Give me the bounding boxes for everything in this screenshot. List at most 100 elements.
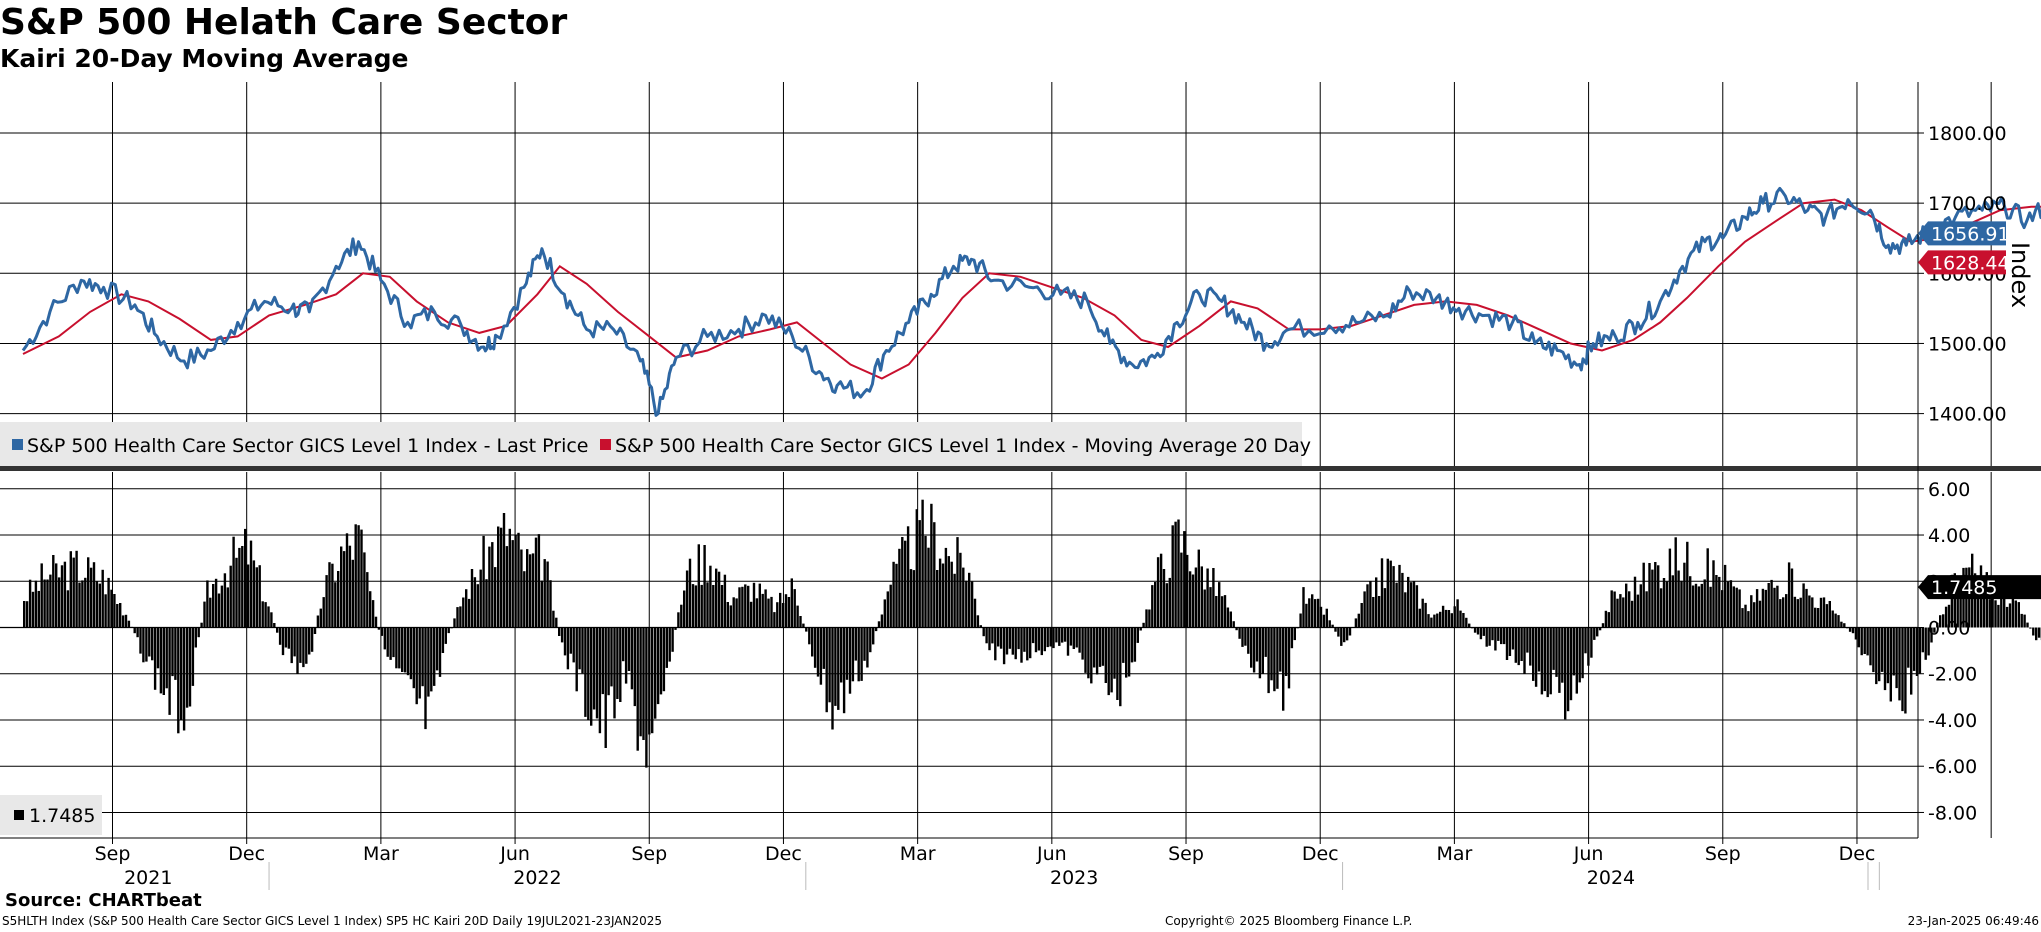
kairi-bar xyxy=(1598,627,1602,631)
kairi-bar xyxy=(1674,537,1677,628)
x-tick-label-month: Dec xyxy=(1302,843,1339,865)
kairi-bar xyxy=(938,558,942,628)
kairi-bar xyxy=(389,627,392,660)
kairi-bar xyxy=(1444,609,1448,628)
kairi-bar xyxy=(322,597,325,628)
x-tick-label-month: Dec xyxy=(765,843,802,865)
kairi-bar xyxy=(781,603,785,628)
y-tick-label-bottom: -8.00 xyxy=(1928,802,1977,824)
kairi-bar xyxy=(1049,627,1052,647)
kairi-bar xyxy=(953,573,956,628)
kairi-bar xyxy=(1959,576,1962,628)
kairi-bar xyxy=(1755,589,1759,628)
legend-swatch-last-price xyxy=(12,439,23,450)
kairi-bar xyxy=(1270,627,1273,681)
legend-label-last-price: S&P 500 Health Care Sector GICS Level 1 … xyxy=(27,435,588,457)
kairi-bar xyxy=(898,548,901,628)
kairi-bar xyxy=(43,579,46,628)
x-tick-label-year: 2021 xyxy=(124,867,172,889)
kairi-bar xyxy=(1313,599,1317,628)
kairi-bar xyxy=(1502,627,1506,645)
kairi-bar xyxy=(1785,594,1788,628)
kairi-bar xyxy=(1880,627,1884,672)
kairi-bar xyxy=(1901,627,1904,712)
kairi-bar xyxy=(136,627,139,638)
kairi-bar xyxy=(1465,617,1468,628)
kairi-bar xyxy=(624,627,628,684)
kairi-bar xyxy=(1604,610,1608,628)
y-tick-label-bottom: -4.00 xyxy=(1928,710,1977,732)
kairi-bar xyxy=(98,583,101,628)
kairi-bar xyxy=(1125,627,1128,678)
kairi-bar xyxy=(1848,627,1852,632)
kairi-bar xyxy=(744,584,747,628)
kairi-bar xyxy=(1616,598,1619,628)
y-tick-label-bottom: 0.00 xyxy=(1928,618,1970,640)
kairi-bar xyxy=(1040,627,1043,656)
kairi-bar xyxy=(1665,581,1669,628)
kairi-bar xyxy=(1610,590,1613,628)
kairi-bar xyxy=(1831,610,1834,628)
kairi-bar xyxy=(1939,615,1942,628)
kairi-bar xyxy=(182,627,186,731)
kairi-bar xyxy=(194,627,197,648)
kairi-bar xyxy=(1819,597,1823,628)
kairi-bar xyxy=(465,589,468,628)
kairi-bar xyxy=(1037,627,1041,651)
kairi-bar xyxy=(66,590,70,628)
kairi-bar xyxy=(1895,627,1898,689)
kairi-bar xyxy=(1581,627,1584,679)
kairi-bar xyxy=(226,587,229,628)
kairi-bar xyxy=(1552,627,1555,670)
x-tick-label-month: Sep xyxy=(1168,843,1204,865)
kairi-bar xyxy=(63,561,67,628)
kairi-bar xyxy=(1476,627,1480,635)
x-tick-label-year: 2024 xyxy=(1587,867,1635,889)
kairi-bar xyxy=(1511,627,1515,650)
last-price-line xyxy=(21,186,2041,417)
kairi-bar xyxy=(755,598,759,628)
kairi-bar xyxy=(956,537,959,628)
kairi-bar xyxy=(1639,584,1642,628)
kairi-bar xyxy=(1165,583,1169,628)
kairi-bar xyxy=(1596,627,1599,637)
x-tick-label-month: Sep xyxy=(631,843,667,865)
x-tick-label-month: Sep xyxy=(95,843,131,865)
kairi-bar xyxy=(569,627,572,654)
kairi-bar xyxy=(116,604,119,628)
kairi-bar xyxy=(1799,597,1802,628)
kairi-bar xyxy=(912,570,916,628)
kairi-bar xyxy=(1023,627,1026,652)
kairi-bar xyxy=(69,551,72,628)
legend[interactable]: S&P 500 Health Care Sector GICS Level 1 … xyxy=(0,422,1311,835)
grid-lines xyxy=(0,82,1992,838)
kairi-bar xyxy=(1953,573,1956,628)
kairi-bar xyxy=(1767,583,1770,628)
kairi-bar xyxy=(1479,627,1483,640)
plot-series xyxy=(21,186,2041,768)
kairi-bar xyxy=(694,585,698,628)
kairi-bar xyxy=(546,561,549,628)
kairi-bar xyxy=(2005,606,2009,628)
kairi-bar xyxy=(383,627,386,650)
kairi-bar xyxy=(1276,627,1279,689)
kairi-bar xyxy=(720,585,724,628)
kairi-bar xyxy=(1648,563,1651,628)
kairi-bar xyxy=(1063,627,1067,642)
kairi-bar xyxy=(857,627,860,682)
kairi-bar xyxy=(1447,610,1451,628)
kairi-bar xyxy=(1927,627,1930,656)
last-price-tag: 1656.91 xyxy=(1918,221,2010,246)
kairi-bar xyxy=(1924,627,1927,660)
kairi-bar xyxy=(1200,566,1203,628)
kairi-bar xyxy=(1279,627,1282,672)
kairi-bar xyxy=(808,627,811,645)
kairi-bar xyxy=(1613,591,1616,628)
kairi-bar xyxy=(1174,521,1177,628)
kairi-bar xyxy=(1546,627,1549,698)
kairi-bar xyxy=(1238,627,1241,639)
kairi-bar xyxy=(959,552,962,628)
kairi-bar xyxy=(528,554,532,628)
kairi-bar xyxy=(747,585,750,628)
kairi-bar xyxy=(1343,627,1346,643)
